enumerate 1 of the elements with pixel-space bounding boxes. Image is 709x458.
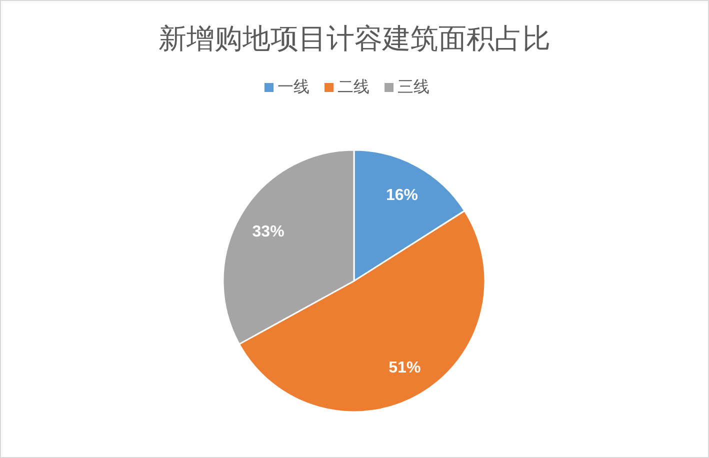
title: 新增购地项目计容建筑面积占比 bbox=[158, 24, 550, 55]
